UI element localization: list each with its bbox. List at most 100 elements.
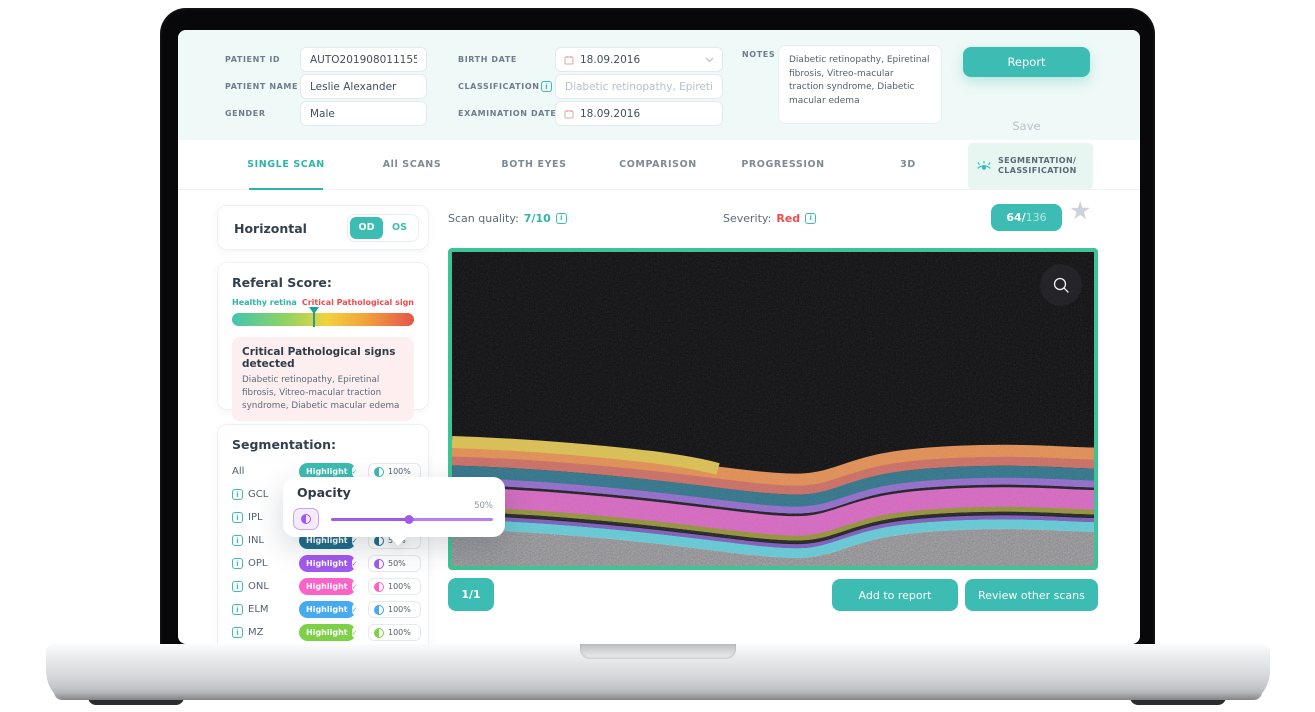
severity: Severity: Red i (723, 205, 817, 231)
segmentation-title: Segmentation: (232, 437, 336, 452)
favorite-star-icon[interactable]: ★ (1069, 196, 1092, 225)
gender-label: GENDER (225, 109, 266, 118)
patient-form: PATIENT ID PATIENT NAME GENDER BIRTH DAT… (178, 30, 1140, 140)
layer-info-icon[interactable]: i (232, 512, 243, 523)
examination-date-field[interactable]: 18.09.2016 (555, 101, 723, 126)
referral-alert-text: Diabetic retinopathy, Epiretinal fibrosi… (242, 375, 400, 411)
opacity-slider-handle[interactable] (404, 515, 414, 524)
birth-date-field[interactable]: 18.09.2016 (555, 47, 723, 72)
highlight-toggle[interactable]: Highlight ✓ (299, 555, 358, 572)
layer-info-icon[interactable]: i (232, 581, 243, 592)
segmentation-row-elm: i ELM Highlight ✓ 100% (218, 598, 428, 621)
referral-low-label: Healthy retina (232, 298, 297, 307)
opacity-icon (374, 466, 384, 477)
gender-input[interactable] (300, 101, 427, 126)
oct-scan-rendering (452, 252, 1094, 566)
tab-bar: SINGLE SCAN All SCANS BOTH EYES COMPARIS… (178, 140, 1140, 190)
zoom-button[interactable] (1040, 264, 1082, 306)
opacity-chip[interactable]: 100% (368, 463, 421, 480)
seg-tab-line2: CLASSIFICATION (998, 166, 1077, 175)
eye-icon (977, 160, 991, 170)
tab-comparison[interactable]: COMPARISON (619, 159, 697, 170)
opacity-icon (374, 558, 384, 569)
layer-name: GCL (248, 489, 269, 500)
opacity-chip[interactable]: 50% (368, 555, 421, 572)
opacity-popup-value: 50% (474, 501, 493, 511)
calendar-icon (564, 55, 574, 64)
calendar-icon (564, 109, 574, 118)
opacity-moon-button[interactable] (293, 508, 319, 530)
highlight-toggle[interactable]: Highlight ✓ (299, 463, 358, 480)
classification-info-icon[interactable]: i (541, 81, 552, 92)
layer-name: OPL (248, 558, 268, 569)
layer-name: All (232, 466, 245, 477)
referral-score-card: Referal Score: Healthy retina Critical P… (217, 262, 429, 422)
layer-name: ONL (248, 581, 269, 592)
opacity-chip[interactable]: 100% (368, 624, 421, 641)
referral-alert-title: Critical Pathological signs detected (242, 346, 396, 370)
segmentation-row-gcl: i GCL (218, 483, 428, 506)
highlight-toggle[interactable]: Highlight ✓ (299, 601, 358, 618)
check-icon: ✓ (351, 627, 358, 638)
opacity-slider[interactable] (331, 515, 493, 524)
opacity-chip[interactable]: 100% (368, 578, 421, 595)
classification-input[interactable] (555, 74, 723, 99)
tab-all-scans[interactable]: All SCANS (382, 159, 442, 170)
layer-name: MZ (248, 627, 264, 638)
od-toggle-option[interactable]: OD (350, 217, 383, 239)
oct-scan-image[interactable] (448, 248, 1098, 570)
opacity-icon (374, 535, 384, 546)
chevron-down-icon[interactable] (705, 57, 714, 63)
laptop-screen-bezel: PATIENT ID PATIENT NAME GENDER BIRTH DAT… (160, 8, 1155, 658)
tab-3d[interactable]: 3D (900, 159, 916, 170)
layer-name: INL (248, 535, 265, 546)
notes-label: NOTES (742, 50, 776, 59)
examination-date-label: EXAMINATION DATE (458, 109, 557, 118)
opacity-icon (374, 604, 384, 615)
pagination-button[interactable]: 1/1 (448, 578, 494, 611)
check-icon: ✓ (351, 581, 358, 592)
severity-info-icon[interactable]: i (805, 212, 817, 224)
referral-alert-box: Critical Pathological signs detected Dia… (232, 337, 414, 422)
layer-name: IPL (248, 512, 263, 523)
layer-info-icon[interactable]: i (232, 535, 243, 546)
highlight-toggle[interactable]: Highlight ✓ (299, 578, 358, 595)
check-icon: ✓ (351, 558, 358, 569)
tab-both-eyes[interactable]: BOTH EYES (501, 159, 567, 170)
patient-name-input[interactable] (300, 74, 427, 99)
review-other-scans-button[interactable]: Review other scans (965, 579, 1098, 611)
seg-tab-line1: SEGMENTATION/ (998, 155, 1077, 165)
referral-title: Referal Score: (232, 275, 332, 290)
report-button[interactable]: Report (963, 47, 1090, 77)
layer-info-icon[interactable]: i (232, 489, 243, 500)
layer-info-icon[interactable]: i (232, 558, 243, 569)
birth-date-label: BIRTH DATE (458, 55, 517, 64)
patient-id-input[interactable] (300, 47, 427, 72)
tab-single-scan[interactable]: SINGLE SCAN (247, 159, 325, 170)
save-button[interactable]: Save (963, 118, 1090, 134)
severity-value: Red (776, 211, 801, 225)
patient-name-label: PATIENT NAME (225, 82, 299, 91)
app-window: PATIENT ID PATIENT NAME GENDER BIRTH DAT… (178, 30, 1140, 644)
opacity-popup: Opacity 50% (283, 477, 505, 537)
laptop-base-notch (580, 644, 736, 659)
layer-name: ELM (248, 604, 269, 615)
orientation-card: Horizontal OD OS (217, 205, 429, 250)
add-to-report-button[interactable]: Add to report (832, 579, 958, 611)
scan-quality-info-icon[interactable]: i (555, 212, 567, 224)
laptop-foot (1130, 697, 1226, 705)
referral-high-label: Critical Pathological sign (301, 298, 414, 307)
opacity-chip[interactable]: 100% (368, 601, 421, 618)
os-toggle-option[interactable]: OS (392, 222, 407, 233)
scan-quality-label: Scan quality: (448, 211, 519, 225)
tab-progression[interactable]: PROGRESSION (741, 159, 825, 170)
check-icon: ✓ (351, 535, 358, 546)
notes-textarea[interactable]: Diabetic retinopathy, Epiretinal fibrosi… (778, 45, 942, 124)
layer-info-icon[interactable]: i (232, 627, 243, 638)
layer-info-icon[interactable]: i (232, 604, 243, 615)
opacity-icon (301, 514, 311, 524)
highlight-toggle[interactable]: Highlight ✓ (299, 624, 358, 641)
scan-counter-button[interactable]: 64/136 (991, 204, 1062, 231)
scan-quality-value: 7/10 (523, 211, 551, 225)
tab-segmentation-classification[interactable]: SEGMENTATION/ CLASSIFICATION (968, 143, 1093, 189)
